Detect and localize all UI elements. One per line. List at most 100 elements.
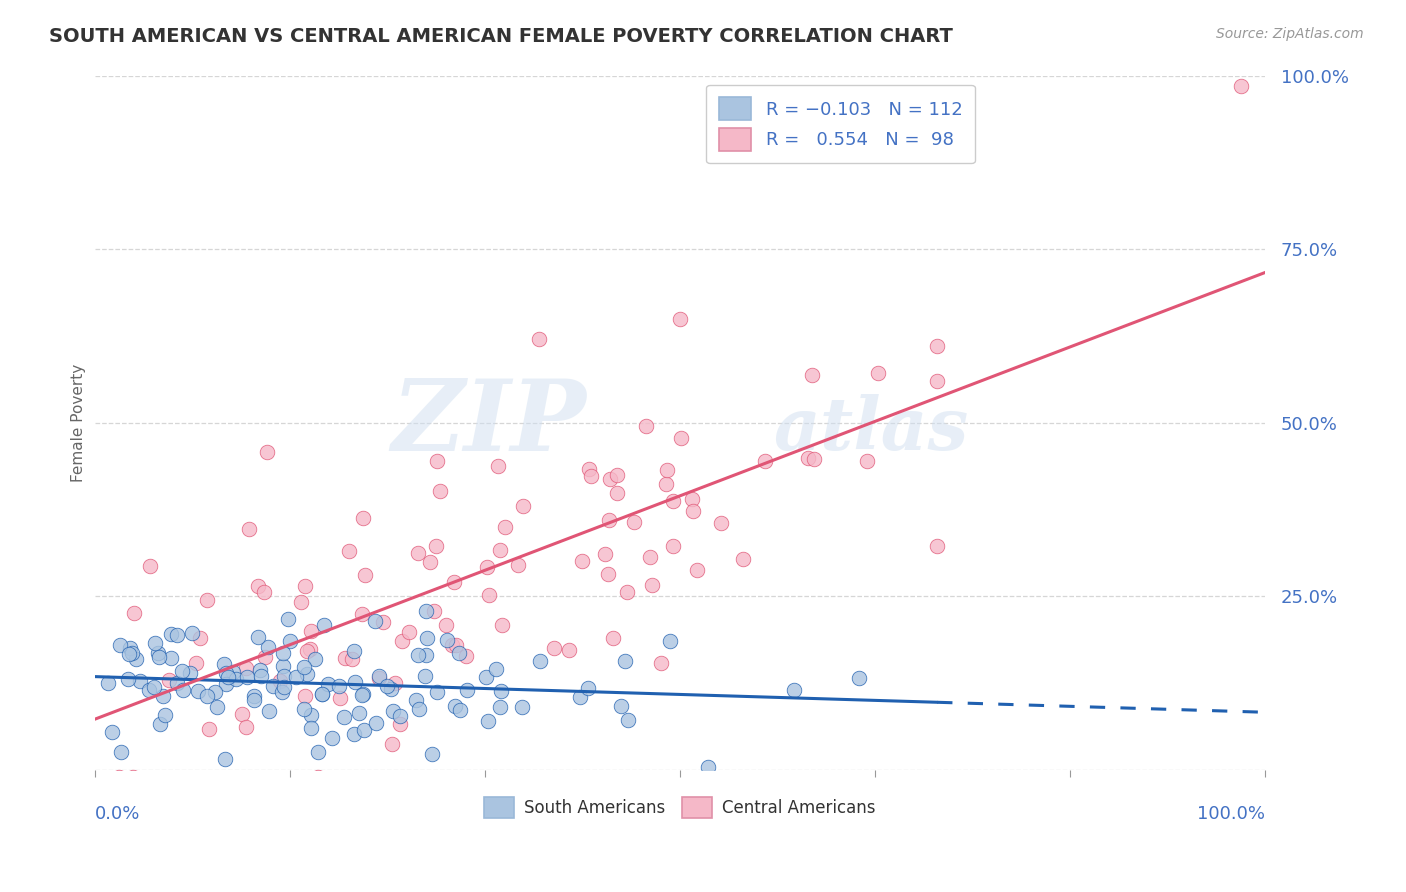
Point [195, 689, 218, 703]
Point [449, 703, 471, 717]
Point [598, 513, 620, 527]
Point [634, 419, 657, 434]
Point [166, 627, 188, 641]
Point [558, 643, 581, 657]
Point [139, 559, 162, 574]
Point [927, 539, 949, 553]
Point [419, 555, 441, 569]
Point [222, 665, 245, 679]
Point [299, 708, 322, 723]
Point [388, 708, 411, 723]
Text: 0.0%: 0.0% [94, 805, 141, 822]
Point [187, 684, 209, 698]
Point [148, 650, 170, 665]
Point [529, 333, 551, 347]
Point [246, 578, 269, 592]
Point [443, 574, 465, 589]
Point [235, 720, 257, 734]
Point [733, 552, 755, 566]
Point [122, 770, 145, 784]
Point [195, 593, 218, 607]
Point [214, 752, 236, 766]
Point [215, 666, 238, 681]
Point [184, 657, 207, 671]
Point [333, 710, 356, 724]
Point [269, 673, 291, 688]
Point [238, 522, 260, 536]
Point [398, 624, 420, 639]
Point [391, 634, 413, 648]
Point [856, 454, 879, 468]
Point [299, 624, 322, 639]
Point [120, 641, 142, 656]
Point [354, 567, 377, 582]
Point [599, 472, 621, 486]
Point [314, 618, 336, 632]
Point [543, 641, 565, 656]
Point [606, 467, 628, 482]
Point [491, 618, 513, 632]
Point [429, 484, 451, 499]
Point [343, 644, 366, 658]
Point [262, 679, 284, 693]
Point [475, 560, 498, 574]
Point [172, 683, 194, 698]
Point [434, 617, 457, 632]
Point [512, 500, 534, 514]
Point [568, 690, 591, 704]
Point [344, 674, 367, 689]
Point [352, 510, 374, 524]
Point [415, 631, 437, 645]
Point [800, 368, 823, 382]
Point [172, 664, 194, 678]
Point [754, 453, 776, 467]
Point [343, 727, 366, 741]
Point [408, 701, 430, 715]
Point [368, 669, 391, 683]
Point [475, 670, 498, 684]
Point [304, 652, 326, 666]
Point [571, 554, 593, 568]
Point [581, 469, 603, 483]
Point [198, 723, 221, 737]
Point [311, 688, 333, 702]
Point [380, 682, 402, 697]
Point [143, 680, 166, 694]
Point [623, 516, 645, 530]
Legend: South Americans, Central Americans: South Americans, Central Americans [477, 790, 882, 824]
Point [669, 431, 692, 445]
Point [122, 606, 145, 620]
Point [382, 704, 405, 718]
Point [710, 516, 733, 531]
Point [655, 463, 678, 477]
Point [125, 651, 148, 665]
Point [406, 546, 429, 560]
Point [444, 638, 467, 652]
Point [662, 493, 685, 508]
Point [257, 640, 280, 654]
Point [613, 654, 636, 668]
Point [596, 566, 619, 581]
Point [610, 699, 633, 714]
Point [595, 547, 617, 561]
Point [616, 713, 638, 727]
Point [148, 647, 170, 661]
Point [405, 693, 427, 707]
Point [1230, 78, 1253, 93]
Point [236, 670, 259, 684]
Point [188, 632, 211, 646]
Point [294, 579, 316, 593]
Point [353, 723, 375, 737]
Point [257, 704, 280, 718]
Point [128, 673, 150, 688]
Point [606, 485, 628, 500]
Point [486, 459, 509, 474]
Point [415, 604, 437, 618]
Point [529, 654, 551, 668]
Point [273, 668, 295, 682]
Point [425, 539, 447, 553]
Point [328, 680, 350, 694]
Point [494, 520, 516, 534]
Point [658, 634, 681, 648]
Point [247, 631, 270, 645]
